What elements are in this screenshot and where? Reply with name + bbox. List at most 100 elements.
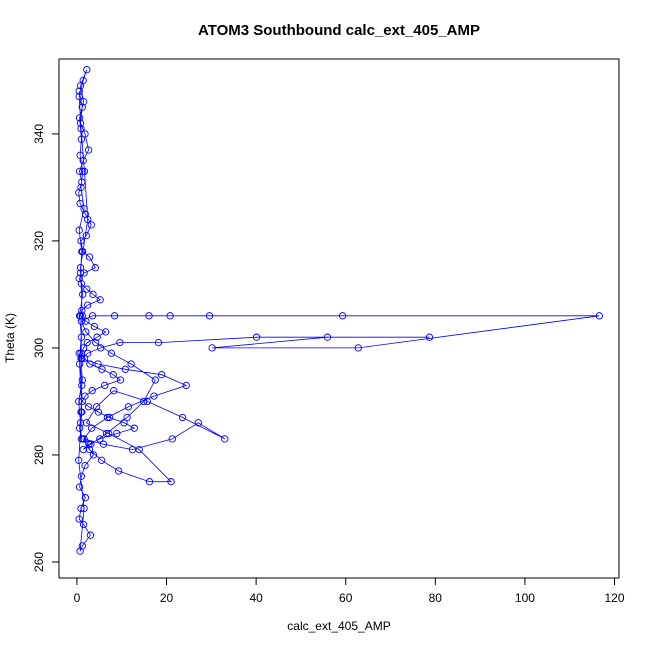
x-tick-label: 20 bbox=[160, 591, 174, 605]
data-point bbox=[140, 397, 148, 406]
data-point bbox=[77, 435, 86, 443]
data-point bbox=[83, 338, 91, 347]
x-axis: 0 20 40 60 80 100 120 bbox=[74, 577, 625, 605]
data-point bbox=[77, 333, 86, 341]
data-point bbox=[76, 547, 84, 555]
x-tick-label: 120 bbox=[605, 591, 625, 605]
series-layer bbox=[75, 66, 603, 555]
data-point bbox=[81, 494, 90, 502]
data-point bbox=[75, 312, 84, 320]
data-point bbox=[96, 435, 104, 443]
data-point bbox=[84, 301, 92, 309]
data-point bbox=[121, 365, 129, 373]
data-point bbox=[87, 221, 95, 229]
data-point bbox=[80, 504, 88, 513]
y-tick-label: 300 bbox=[32, 338, 46, 358]
data-point bbox=[102, 429, 111, 438]
chart-title: ATOM3 Southbound calc_ext_405_AMP bbox=[198, 22, 480, 39]
data-point bbox=[84, 215, 92, 224]
data-point bbox=[110, 387, 118, 395]
data-point bbox=[97, 344, 105, 352]
data-point bbox=[75, 456, 83, 464]
data-point bbox=[88, 424, 96, 432]
data-point bbox=[75, 226, 83, 234]
data-point bbox=[85, 440, 93, 448]
data-point bbox=[75, 424, 84, 432]
data-point bbox=[98, 365, 106, 373]
data-point bbox=[88, 387, 96, 395]
series-line bbox=[78, 69, 600, 552]
data-point bbox=[97, 456, 106, 464]
data-point bbox=[81, 461, 89, 470]
data-point bbox=[90, 322, 99, 331]
data-point bbox=[77, 280, 86, 288]
data-point bbox=[78, 381, 86, 390]
y-tick-label: 320 bbox=[32, 231, 46, 251]
x-tick-label: 60 bbox=[339, 591, 353, 605]
data-point bbox=[75, 360, 84, 368]
data-point bbox=[76, 82, 85, 90]
data-point bbox=[101, 381, 109, 390]
data-point bbox=[114, 467, 123, 475]
data-point bbox=[154, 338, 163, 347]
data-point bbox=[77, 317, 86, 325]
x-tick-label: 80 bbox=[429, 591, 443, 605]
data-point bbox=[252, 333, 261, 341]
data-point bbox=[79, 98, 88, 106]
data-point bbox=[205, 312, 214, 320]
x-tick-label: 40 bbox=[249, 591, 263, 605]
data-point bbox=[150, 392, 158, 400]
data-point bbox=[92, 338, 100, 347]
data-point bbox=[109, 371, 117, 379]
data-point bbox=[76, 264, 85, 272]
data-point bbox=[77, 504, 85, 513]
data-point bbox=[99, 440, 108, 448]
x-tick-label: 0 bbox=[74, 591, 81, 605]
data-point bbox=[75, 349, 83, 357]
data-point bbox=[110, 312, 119, 320]
data-point bbox=[76, 151, 84, 159]
y-axis-label: Theta (K) bbox=[3, 313, 17, 363]
data-point bbox=[85, 253, 94, 261]
data-point bbox=[145, 312, 153, 320]
data-point bbox=[107, 349, 116, 357]
data-point bbox=[113, 429, 121, 438]
data-point bbox=[143, 397, 151, 406]
data-point bbox=[130, 424, 138, 432]
data-point bbox=[96, 296, 104, 304]
data-point bbox=[79, 290, 87, 299]
data-point bbox=[178, 413, 187, 422]
data-point bbox=[124, 403, 133, 411]
data-point bbox=[94, 360, 102, 368]
data-point bbox=[78, 312, 86, 320]
data-point bbox=[123, 413, 131, 422]
data-point bbox=[166, 312, 174, 320]
data-point bbox=[78, 247, 86, 256]
x-tick-label: 100 bbox=[515, 591, 535, 605]
data-point bbox=[105, 413, 114, 422]
data-point bbox=[82, 317, 90, 325]
data-point bbox=[75, 92, 83, 101]
data-point bbox=[83, 66, 91, 74]
data-point bbox=[145, 478, 154, 486]
data-point bbox=[80, 167, 89, 176]
y-axis: 260 280 300 320 340 bbox=[32, 124, 60, 572]
data-point bbox=[81, 130, 89, 138]
data-point bbox=[194, 419, 202, 427]
data-point bbox=[79, 157, 87, 165]
data-point bbox=[92, 403, 101, 411]
data-point bbox=[79, 167, 87, 176]
data-point bbox=[78, 103, 86, 111]
data-point bbox=[116, 376, 125, 384]
y-tick-label: 260 bbox=[32, 552, 46, 572]
data-point bbox=[120, 419, 128, 427]
data-point bbox=[425, 333, 434, 341]
data-point bbox=[89, 290, 97, 299]
data-point bbox=[78, 376, 86, 384]
y-tick-label: 280 bbox=[32, 445, 46, 465]
data-point bbox=[80, 354, 89, 363]
data-point bbox=[84, 349, 92, 357]
data-point bbox=[157, 371, 166, 379]
data-point bbox=[354, 344, 362, 352]
